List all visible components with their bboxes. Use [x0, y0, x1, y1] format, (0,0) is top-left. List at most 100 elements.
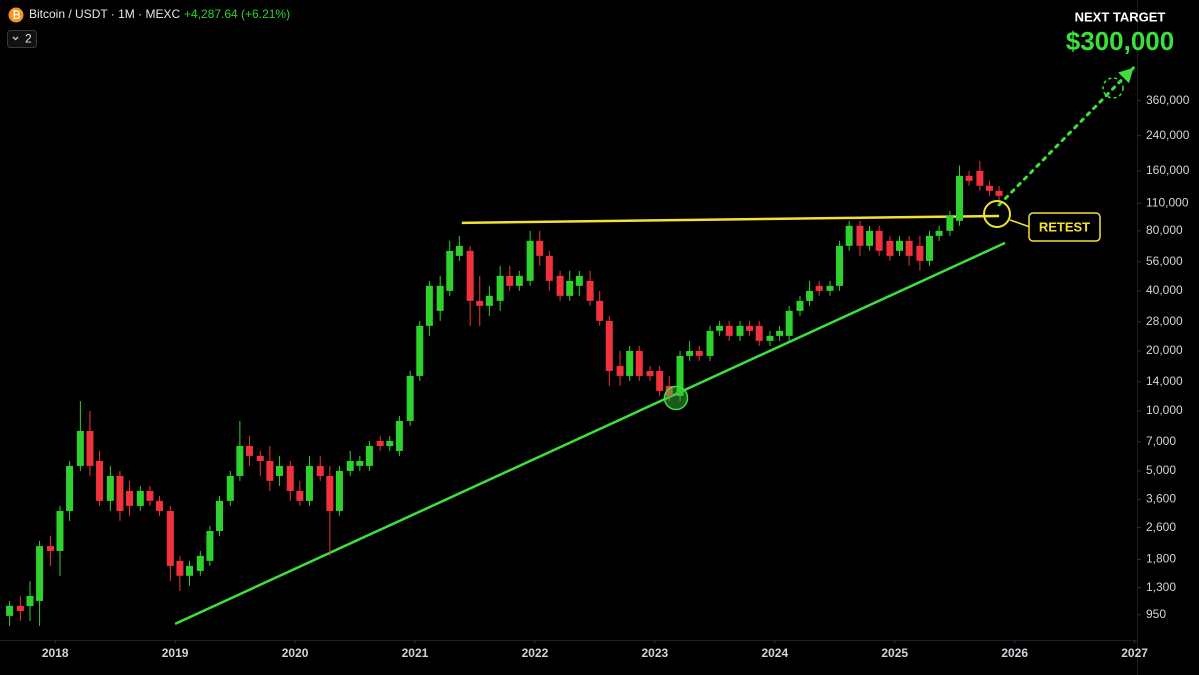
candle-body: [716, 325, 724, 331]
candle-body: [286, 465, 294, 491]
candle-body: [506, 275, 514, 286]
retest-label: RETEST: [1039, 219, 1090, 234]
candle-body: [536, 240, 544, 256]
candle-body: [305, 465, 313, 501]
candle-body: [836, 245, 844, 286]
indicator-count: 2: [25, 32, 32, 46]
candle-body: [886, 240, 894, 256]
candle-body: [166, 510, 174, 566]
x-tick-label: 2022: [522, 646, 549, 660]
y-tick-label: 950: [1146, 607, 1166, 621]
candle-body: [965, 175, 973, 181]
target-label: NEXT TARGET: [1075, 9, 1166, 24]
x-tick-label: 2021: [402, 646, 429, 660]
candle-body: [796, 300, 804, 311]
candle-body: [245, 445, 253, 456]
y-tick-label: 2,600: [1146, 520, 1176, 534]
candle-body: [926, 235, 934, 261]
y-tick-label: 160,000: [1146, 163, 1190, 177]
candle-body: [575, 275, 583, 286]
candle-body: [845, 225, 853, 246]
candle-body: [746, 325, 754, 331]
candle-body: [656, 370, 664, 391]
candle-body: [346, 460, 354, 471]
candle-body: [556, 275, 564, 296]
candle-body: [26, 596, 34, 607]
candle-body: [545, 255, 553, 281]
candle-body: [296, 490, 304, 501]
y-tick-label: 28,000: [1146, 314, 1183, 328]
candle-body: [676, 355, 684, 396]
y-tick-label: 3,600: [1146, 492, 1176, 506]
candle-body: [196, 555, 204, 571]
candle-body: [566, 280, 574, 296]
candle-body: [416, 325, 424, 376]
y-tick-label: 5,000: [1146, 463, 1176, 477]
retest-circle: [983, 200, 1011, 228]
x-tick-label: 2025: [881, 646, 908, 660]
y-tick-label: 360,000: [1146, 93, 1190, 107]
candle-body: [46, 546, 54, 551]
y-tick-label: 80,000: [1146, 223, 1183, 237]
candle-body: [136, 490, 144, 506]
candle-body: [56, 510, 64, 551]
candle-body: [695, 350, 703, 356]
candle-body: [596, 300, 604, 321]
candle-body: [186, 565, 193, 576]
candle-body: [955, 175, 963, 221]
candle-body: [386, 440, 394, 446]
indicator-toggle[interactable]: [7, 30, 37, 48]
candle-body: [496, 275, 504, 301]
candle-body: [376, 440, 384, 446]
y-tick-label: 1,800: [1146, 552, 1176, 566]
candle-body: [116, 475, 124, 511]
target-value: $300,000: [1066, 26, 1174, 56]
candle-body: [946, 215, 954, 231]
y-tick-label: 20,000: [1146, 343, 1183, 357]
candle-body: [476, 300, 484, 306]
candle-body: [995, 190, 1003, 196]
candle-body: [176, 560, 184, 576]
candle-body: [976, 170, 984, 186]
price-change: +4,287.64 (+6.21%): [184, 7, 290, 21]
candle-body: [776, 330, 784, 336]
candle-body: [436, 285, 444, 311]
candle-body: [215, 500, 223, 531]
candle-body: [706, 330, 714, 356]
candle-body: [106, 475, 114, 501]
x-tick-label: 2024: [761, 646, 788, 660]
x-tick-label: 2026: [1001, 646, 1028, 660]
candle-body: [76, 430, 84, 466]
trendline: [174, 241, 1006, 626]
candle-body: [896, 240, 904, 251]
candle-body: [875, 230, 883, 251]
x-tick-label: 2019: [162, 646, 189, 660]
coin-icon-glyph: [13, 10, 21, 20]
y-tick-label: 10,000: [1146, 403, 1183, 417]
candle-body: [815, 285, 823, 291]
candle-body: [425, 285, 433, 326]
y-tick-label: 240,000: [1146, 128, 1190, 142]
candle-body: [935, 230, 943, 236]
candle-body: [785, 310, 793, 336]
candle-body: [36, 546, 44, 601]
candle-body: [226, 475, 234, 501]
candle-body: [526, 240, 534, 281]
candle-body: [806, 290, 814, 301]
candle-body: [766, 335, 774, 341]
candle-body: [605, 320, 613, 371]
candle-body: [356, 460, 364, 466]
candle-body: [335, 470, 343, 511]
candle-body: [616, 365, 624, 376]
chevron-icon: [12, 36, 19, 41]
support-touch-circle: [663, 385, 689, 411]
candle-body: [665, 385, 673, 396]
candle-body: [66, 465, 74, 511]
x-tick-label: 2023: [642, 646, 669, 660]
x-tick-label: 2020: [282, 646, 309, 660]
candle-body: [156, 500, 164, 511]
x-tick-label: 2027: [1121, 646, 1148, 660]
candle-body: [446, 250, 454, 291]
candle-body: [406, 375, 414, 421]
